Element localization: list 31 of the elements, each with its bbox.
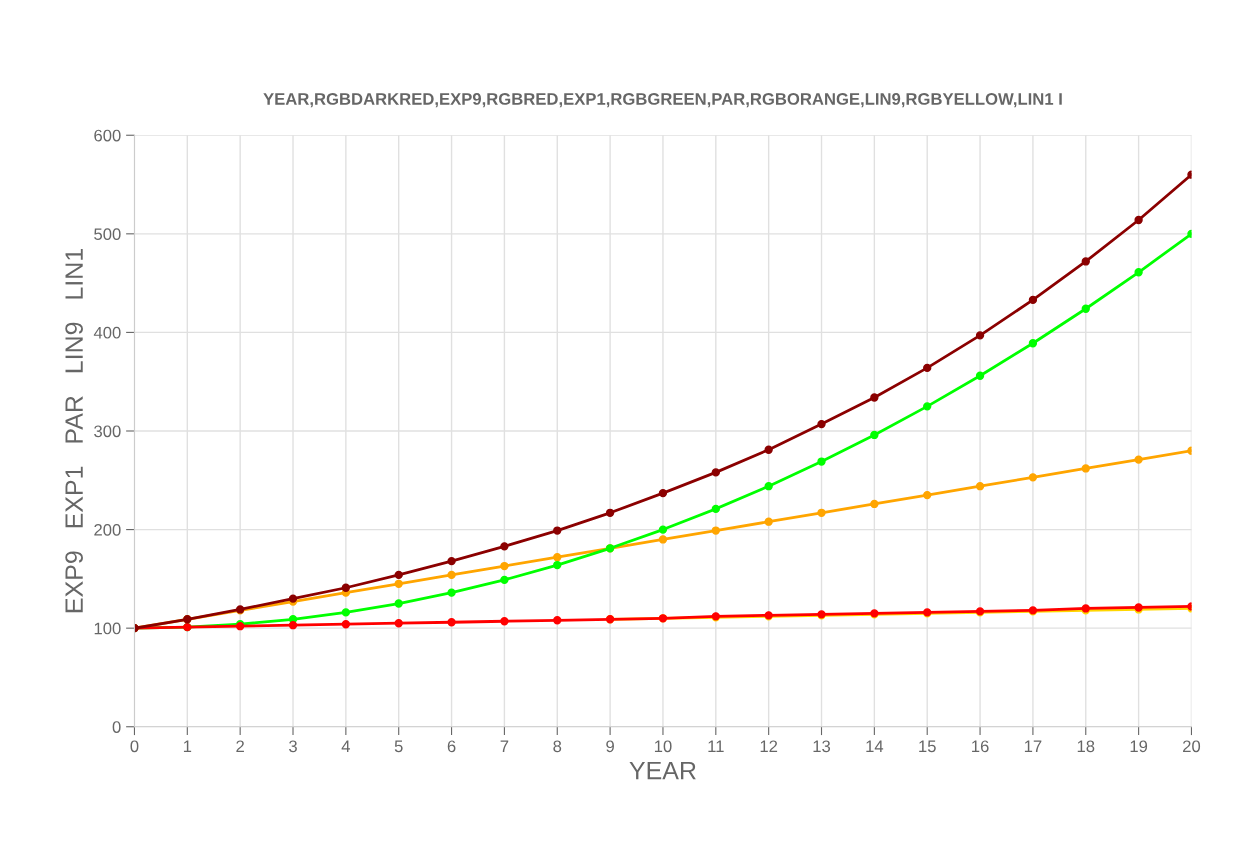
y-tick-label: 400 [93,326,121,339]
x-tick-label: 9 [606,740,614,753]
y-tick-label: 500 [94,228,121,241]
y-tick-label: 0 [112,721,121,733]
x-tick-label: 4 [341,740,351,753]
x-tick-label: 5 [394,740,403,753]
x-tick-label: 17 [1024,740,1042,753]
x-tick-label: 18 [1077,740,1095,753]
x-tick-label: 20 [1183,740,1201,753]
x-tick-label: 6 [447,740,456,753]
y-tick-label: 200 [94,523,121,536]
x-tick-label: 7 [500,740,509,753]
x-tick-label: 8 [553,740,562,753]
x-tick-label: 16 [972,740,989,753]
x-tick-label: 12 [760,740,778,753]
x-tick-label: 1 [183,740,192,753]
x-tick-label: 10 [654,740,672,753]
x-tick-label: 0 [130,740,139,753]
x-tick-label: 11 [708,740,724,753]
y-axis-title: EXP9 EXP1 PAR LIN9 LIN1 [65,249,83,613]
x-tick-label: 14 [866,740,884,753]
x-tick-label: 15 [919,740,936,753]
y-tick-label: 300 [94,425,121,438]
chart-title: YEAR,RGBDARKRED,EXP9,RGBRED,EXP1,RGBGREEN,PAR,RGBORANGE,LIN9,RGBYELLOW,LIN1 I [263,93,1062,108]
x-tick-label: 2 [236,740,244,753]
x-tick-label: 3 [289,740,297,753]
x-tick-label: 19 [1130,740,1148,753]
y-tick-label: 100 [94,622,121,635]
x-tick-label: 13 [813,740,831,753]
y-tick-label: 600 [94,129,121,142]
x-axis-title: YEAR [629,761,696,780]
